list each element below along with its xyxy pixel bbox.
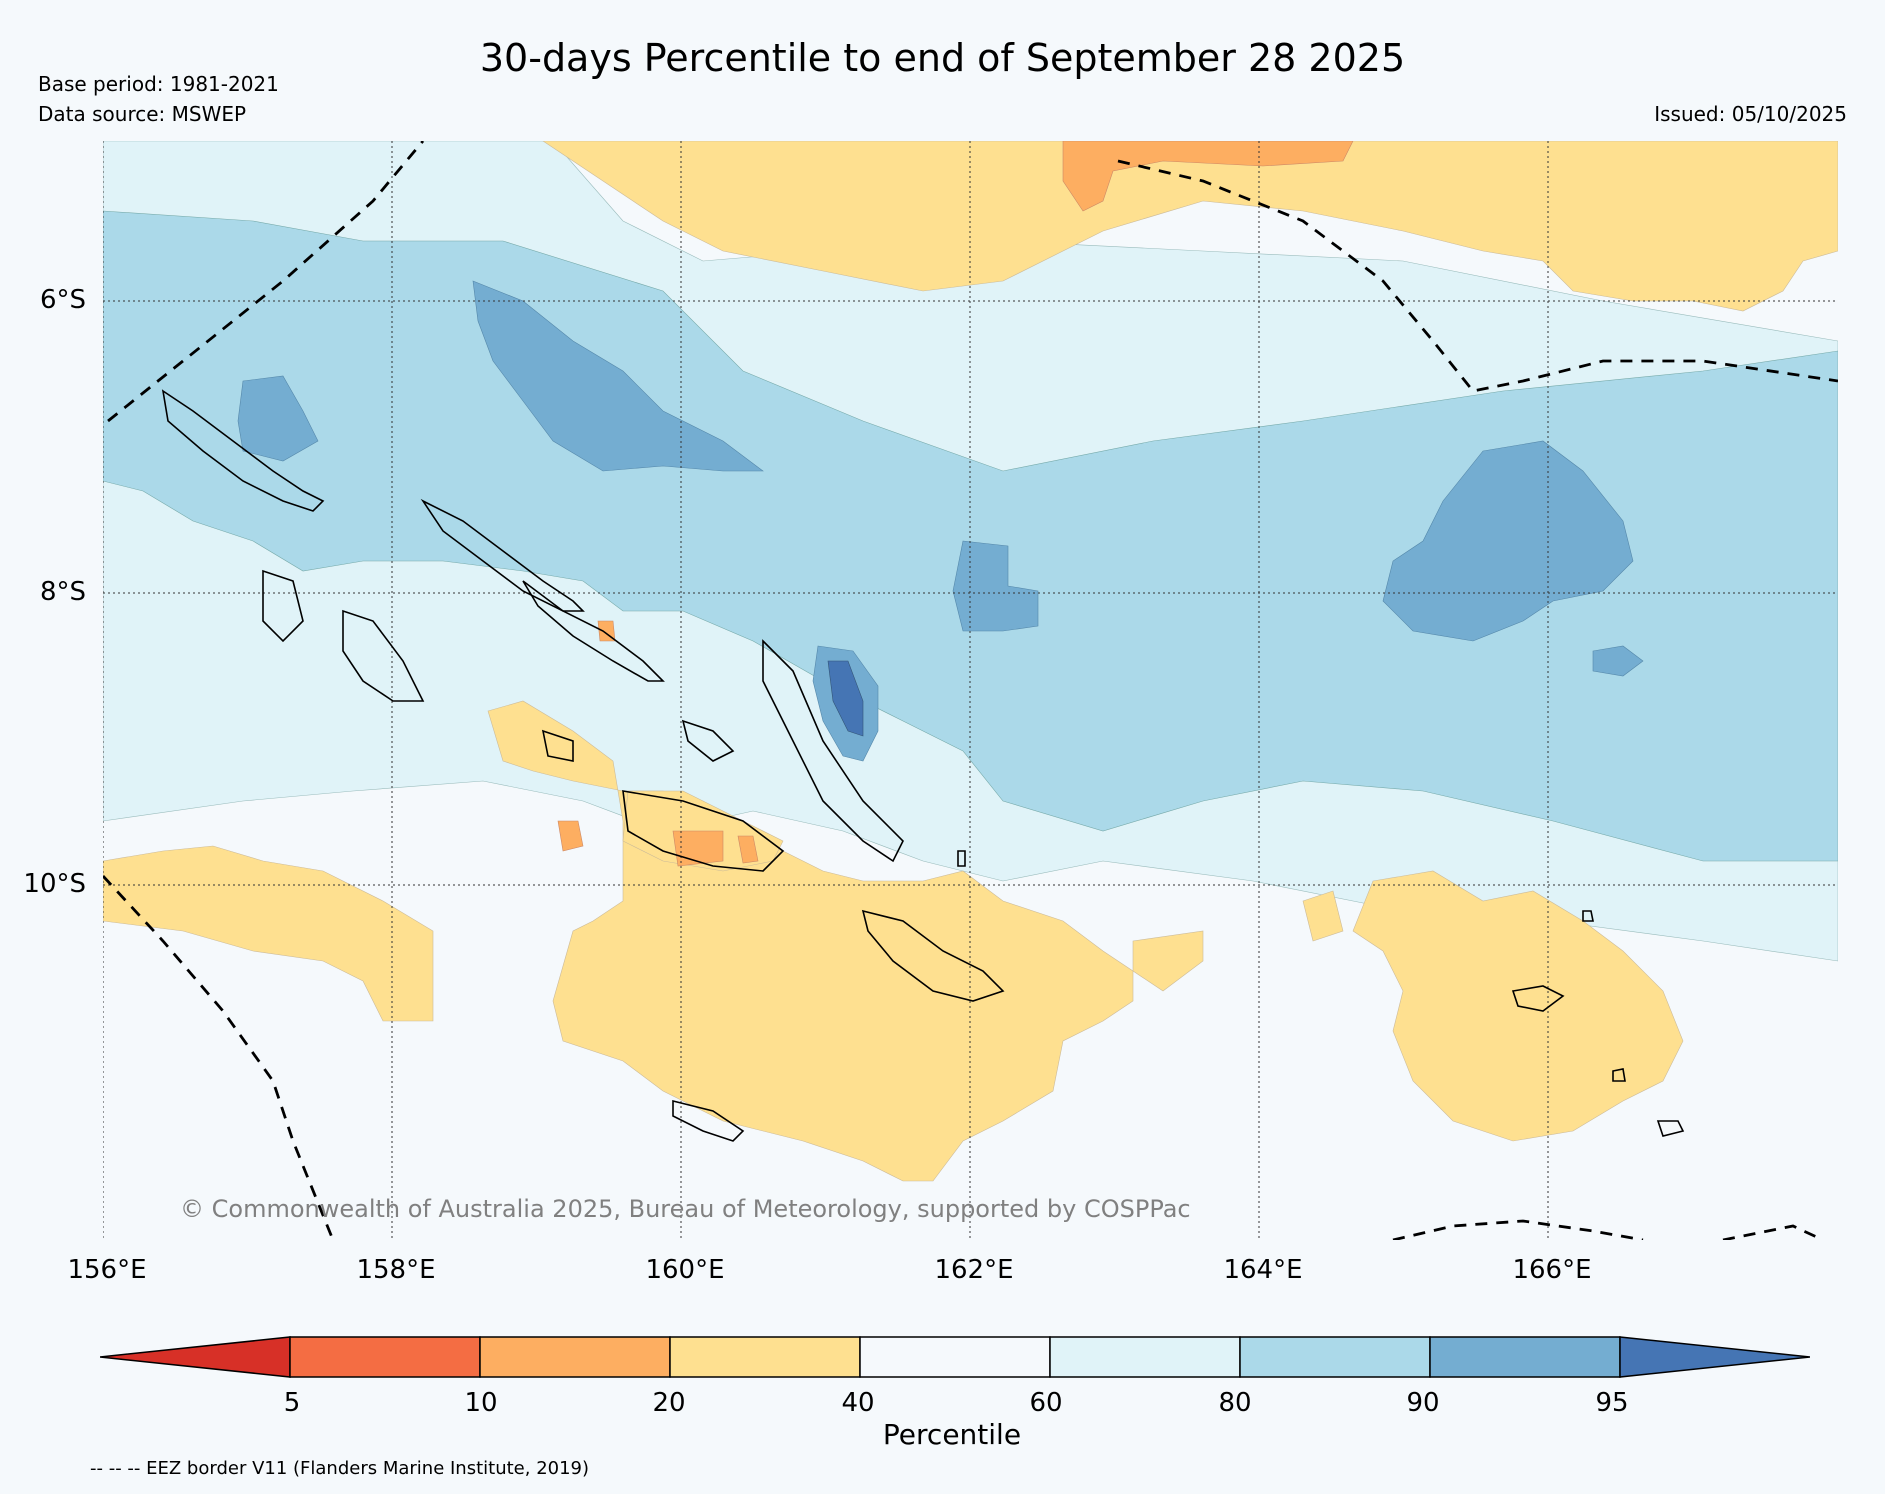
island-santa-isabel [522,580,665,682]
colorbar-tick-10: 10 [464,1388,498,1418]
eez-footnote: -- -- -- EEZ border V11 (Flanders Marine… [90,1458,590,1479]
lon-label-158e: 158°E [356,1255,436,1285]
island-small-2 [1656,1120,1685,1137]
base-period: Base period: 1981-2021 [38,72,279,96]
colorbar-bin-60-80 [1049,1336,1241,1378]
island-new-georgia-2 [342,609,425,702]
colorbar-bin-5-10 [289,1336,481,1378]
colorbar-bin-20-40 [669,1336,861,1378]
island-malaita [762,639,904,863]
colorbar-tick-80: 80 [1218,1388,1252,1418]
dark-blue-patch [472,280,764,472]
yellow-region [103,845,434,1022]
island-choiseul [420,498,585,612]
dark-blue-patch [952,540,1039,632]
graticule [103,141,1838,1240]
lat-label-10s: 10°S [23,869,86,899]
chart-title: 30-days Percentile to end of September 2… [479,36,1406,80]
lon-label-162e: 162°E [934,1255,1014,1285]
colorbar [100,1336,1810,1378]
lon-label-160e: 160°E [645,1255,725,1285]
colorbar-extend-low [100,1336,291,1378]
copyright-notice: © Commonwealth of Australia 2025, Bureau… [180,1195,1191,1223]
lat-label-6s: 6°S [39,285,86,315]
island-guadalcanal [622,790,785,872]
orange-patch [557,820,584,852]
colorbar-tick-40: 40 [841,1388,875,1418]
orange-patch [737,835,759,864]
island-santa-cruz [1511,985,1565,1012]
map-panel [103,141,1838,1240]
data-source: Data source: MSWEP [38,102,247,126]
island-small-4 [1582,910,1594,922]
colorbar-bin-40-60 [859,1336,1051,1378]
colorbar-title: Percentile [882,1418,1022,1451]
colorbar-extend-high [1619,1336,1810,1378]
colorbar-tick-5: 5 [283,1388,301,1418]
colorbar-tick-60: 60 [1029,1388,1063,1418]
colorbar-bin-90-95 [1429,1336,1621,1378]
island-russell [541,729,574,762]
colorbar-tick-90: 90 [1406,1388,1440,1418]
darkest-blue-patch [827,660,864,737]
island-makira [861,909,1005,1002]
lon-label-166e: 166°E [1512,1255,1592,1285]
island-small-1 [1612,1068,1626,1082]
lon-label-164e: 164°E [1223,1255,1303,1285]
coastlines [161,389,1685,1142]
island-rennell [672,1099,745,1142]
dark-blue-patch [1592,645,1644,677]
dark-blue-patch [1382,440,1634,642]
issued-date: Issued: 05/10/2025 [1654,102,1847,126]
island-bougainville [161,389,325,512]
yellow-region [542,141,1838,312]
lat-label-8s: 8°S [39,577,86,607]
island-small-3 [957,850,966,867]
orange-patch [1062,141,1354,212]
lon-label-156e: 156°E [67,1255,147,1285]
yellow-region [1302,890,1344,942]
island-florida [681,719,735,762]
colorbar-bin-10-20 [479,1336,671,1378]
colorbar-bin-80-90 [1239,1336,1431,1378]
colorbar-tick-20: 20 [652,1388,686,1418]
dark-blue-patch [237,375,319,462]
colorbar-tick-95: 95 [1595,1388,1629,1418]
eez-borders [103,141,1838,1240]
island-new-georgia [262,569,304,643]
